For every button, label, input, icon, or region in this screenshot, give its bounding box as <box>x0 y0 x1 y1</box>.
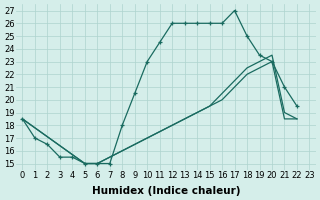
X-axis label: Humidex (Indice chaleur): Humidex (Indice chaleur) <box>92 186 240 196</box>
